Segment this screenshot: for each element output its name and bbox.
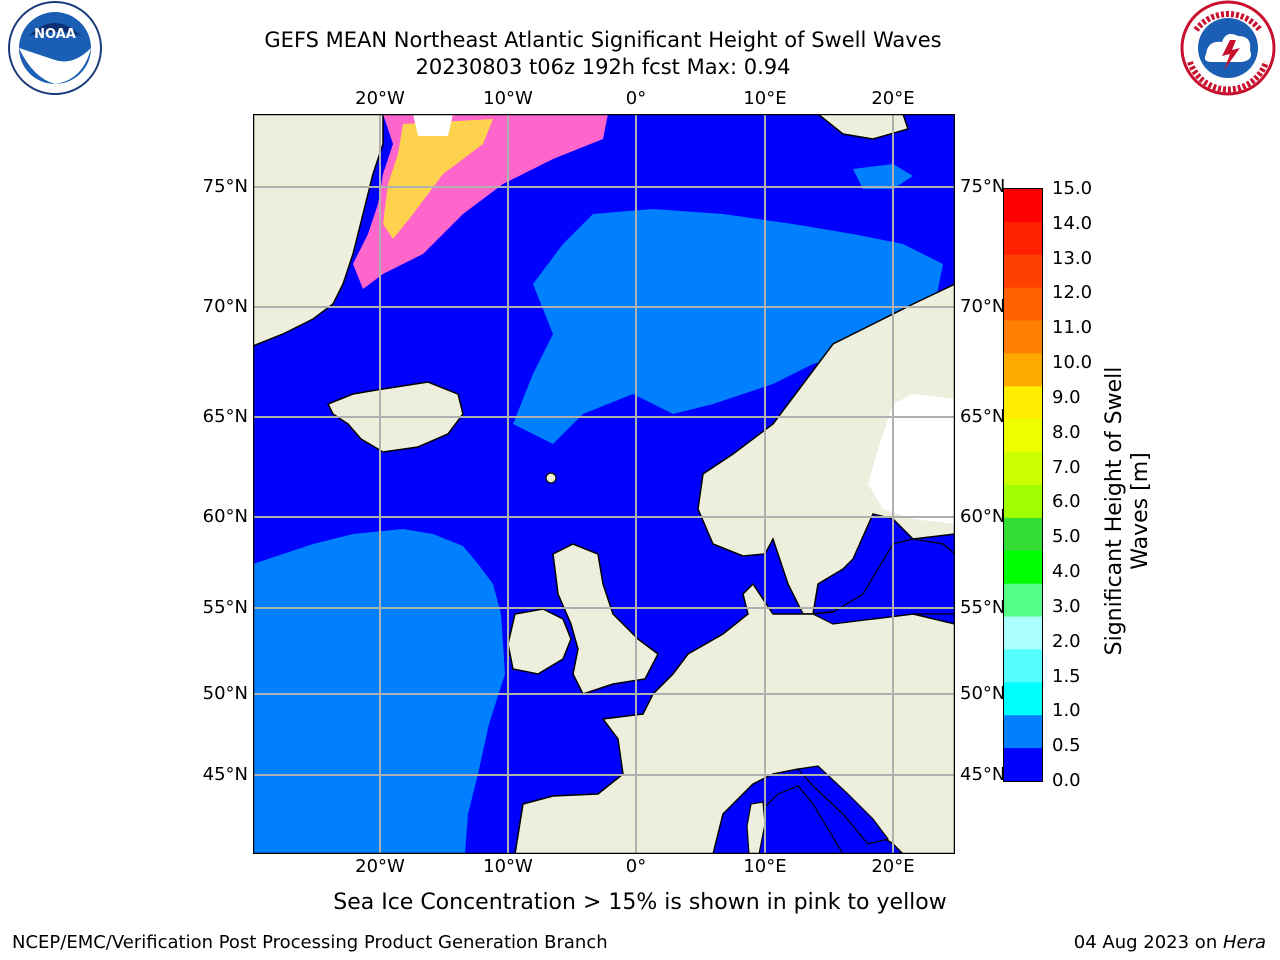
- lat-label-right-70n: 70°N: [960, 296, 1006, 317]
- lon-label-top-20e: 20°E: [871, 88, 915, 109]
- colorbar-tick-label: 1.0: [1052, 700, 1081, 722]
- colorbar-tick-label: 13.0: [1052, 247, 1093, 269]
- colorbar-tick-label: 3.0: [1052, 595, 1081, 617]
- ocean-mid-swell-east: [853, 164, 913, 189]
- colorbar-segment: [1004, 517, 1042, 552]
- colorbar-tick-label: 4.0: [1052, 561, 1081, 583]
- lon-label-bottom-10w: 10°W: [483, 856, 533, 877]
- lon-label-top-0: 0°: [625, 88, 647, 109]
- colorbar-segment: [1004, 583, 1042, 618]
- colorbar-segment: [1004, 649, 1042, 683]
- lon-label-bottom-20e: 20°E: [871, 856, 915, 877]
- lat-label-right-45n: 45°N: [960, 764, 1006, 785]
- colorbar-segment: [1004, 353, 1042, 387]
- chart-title: GEFS MEAN Northeast Atlantic Significant…: [264, 28, 942, 52]
- footer-date: 04 Aug 2023 on Hera: [1074, 932, 1266, 953]
- colorbar-segment: [1004, 682, 1042, 716]
- colorbar-tick-label: 15.0: [1052, 178, 1093, 199]
- noaa-logo-text: NOAA: [34, 27, 76, 42]
- footer-date-text: 04 Aug 2023 on: [1073, 932, 1223, 953]
- lon-label-top-10w: 10°W: [483, 88, 533, 109]
- colorbar-tick-label: 5.0: [1052, 526, 1081, 548]
- lat-label-right-50n: 50°N: [960, 683, 1006, 704]
- colorbar-tick-label: 1.5: [1052, 665, 1081, 687]
- colorbar-segment: [1004, 616, 1042, 650]
- lat-label-left-55n: 55°N: [202, 597, 248, 618]
- lat-label-left-60n: 60°N: [202, 506, 248, 527]
- land-greenland: [253, 114, 384, 347]
- land-ireland: [507, 608, 572, 675]
- colorbar-segment: [1004, 221, 1042, 256]
- footer-host: Hera: [1222, 932, 1266, 953]
- land-svalbard: [816, 114, 909, 140]
- colorbar-tick-label: 9.0: [1052, 386, 1081, 408]
- colorbar-tick-label: 0.0: [1052, 770, 1081, 791]
- colorbar-segment: [1004, 254, 1042, 289]
- colorbar-segment: [1004, 485, 1042, 519]
- map-frame: [253, 114, 955, 854]
- chart-subtitle: 20230803 t06z 192h fcst Max: 0.94: [415, 55, 791, 79]
- lat-label-left-70n: 70°N: [202, 296, 248, 317]
- colorbar-segment: [1004, 452, 1042, 486]
- land-corsica-sardinia: [746, 801, 766, 854]
- colorbar-segment: [1004, 287, 1042, 322]
- colorbar-segment: [1004, 320, 1042, 354]
- sea-ice-caption: Sea Ice Concentration > 15% is shown in …: [0, 890, 1280, 915]
- colorbar: [1003, 188, 1043, 782]
- colorbar-segment: [1004, 748, 1042, 782]
- sea-ice-caption-text: Sea Ice Concentration > 15% is shown in …: [333, 890, 947, 915]
- swell-height-map: [253, 114, 955, 854]
- lon-label-bottom-20w: 20°W: [355, 856, 405, 877]
- lon-label-bottom-0: 0°: [625, 856, 647, 877]
- colorbar-title-line1: Significant Height of Swell: [1102, 366, 1127, 656]
- colorbar-tick-label: 6.0: [1052, 491, 1081, 513]
- lat-label-left-45n: 45°N: [202, 764, 248, 785]
- ice-free-gap: [413, 114, 453, 136]
- ocean-mid-swell-north: [513, 209, 943, 444]
- footer-branch: NCEP/EMC/Verification Post Processing Pr…: [12, 932, 608, 953]
- sea-baltic: [810, 538, 955, 625]
- colorbar-title-line2: Waves [m]: [1128, 452, 1153, 570]
- lat-label-right-55n: 55°N: [960, 597, 1006, 618]
- colorbar-tick-label: 7.0: [1052, 456, 1081, 478]
- colorbar-frame: [1003, 188, 1043, 782]
- lat-label-left-75n: 75°N: [202, 176, 248, 197]
- lon-label-bottom-10e: 10°E: [743, 856, 787, 877]
- lat-label-right-75n: 75°N: [960, 176, 1006, 197]
- lat-label-left-65n: 65°N: [202, 406, 248, 427]
- colorbar-segment: [1004, 550, 1042, 585]
- colorbar-segment: [1004, 715, 1042, 749]
- colorbar-tick-label: 10.0: [1052, 352, 1093, 374]
- gulf-of-bothnia-missing: [868, 394, 955, 524]
- colorbar-tick-label: 2.0: [1052, 630, 1081, 652]
- colorbar-tick-label: 8.0: [1052, 421, 1081, 443]
- land-faroe: [545, 472, 557, 484]
- lat-label-right-65n: 65°N: [960, 406, 1006, 427]
- land-great-britain: [552, 543, 659, 695]
- lon-label-top-20w: 20°W: [355, 88, 405, 109]
- colorbar-tick-label: 11.0: [1052, 317, 1093, 339]
- noaa-logo: NOAA: [8, 1, 102, 95]
- colorbar-tick-label: 14.0: [1052, 212, 1093, 234]
- colorbar-title: Significant Height of Swell Waves [m]: [1102, 346, 1154, 676]
- lat-label-left-50n: 50°N: [202, 683, 248, 704]
- colorbar-segment: [1004, 386, 1042, 420]
- nws-logo: [1180, 0, 1276, 96]
- colorbar-tick-label: 12.0: [1052, 282, 1093, 304]
- lat-label-right-60n: 60°N: [960, 506, 1006, 527]
- map-graticule: [253, 114, 955, 854]
- sea-ice-greenland-core: [383, 119, 493, 239]
- colorbar-segment: [1004, 189, 1042, 223]
- colorbar-tick-label: 0.5: [1052, 735, 1081, 757]
- land-scandinavia: [697, 283, 955, 615]
- lon-label-top-10e: 10°E: [743, 88, 787, 109]
- colorbar-segment: [1004, 419, 1042, 453]
